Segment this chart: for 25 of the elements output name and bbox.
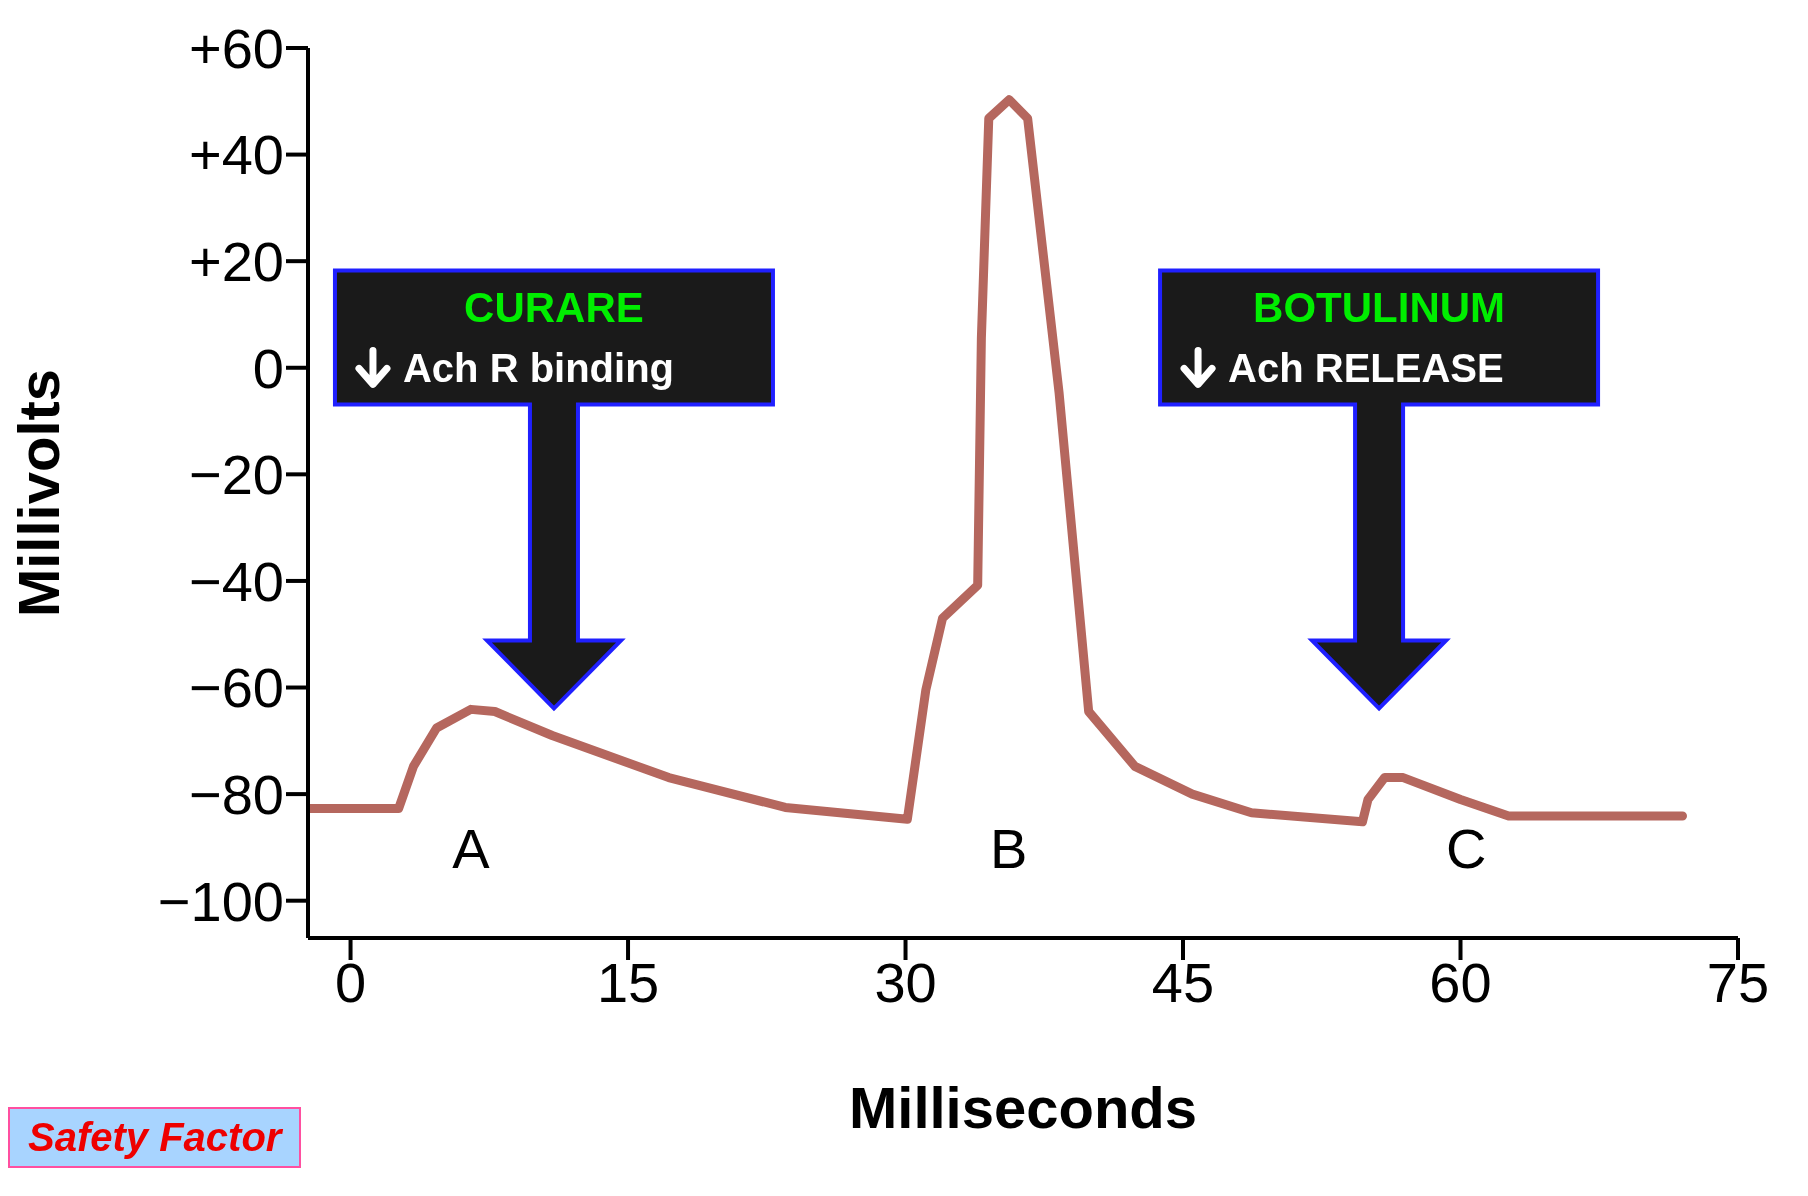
x-tick-label: 75 bbox=[1706, 950, 1770, 1014]
text: Safety Factor bbox=[8, 1107, 302, 1168]
annotation: C bbox=[1446, 817, 1487, 881]
annotation: CURARE bbox=[464, 284, 644, 332]
x-tick-label: 60 bbox=[1429, 950, 1492, 1014]
y-axis-title: Millivolts bbox=[5, 368, 71, 618]
y-tick-label: 0 bbox=[252, 336, 284, 400]
y-tick-label: +40 bbox=[189, 123, 284, 187]
x-tick-label: 15 bbox=[596, 950, 660, 1014]
annotation: BOTULINUM bbox=[1253, 284, 1506, 332]
x-axis-title: Milliseconds bbox=[848, 1075, 1198, 1140]
y-tick-label: −100 bbox=[157, 869, 284, 933]
x-tick-label: 30 bbox=[874, 950, 937, 1014]
y-tick-label: −80 bbox=[189, 762, 284, 826]
annotation: Ach R binding bbox=[402, 346, 675, 391]
y-tick-label: −60 bbox=[189, 656, 284, 720]
y-tick-label: −40 bbox=[189, 549, 284, 613]
annotation: Ach RELEASE bbox=[1228, 346, 1504, 391]
x-tick-label: 0 bbox=[334, 950, 367, 1014]
y-tick-label: +20 bbox=[189, 230, 284, 294]
y-tick-label: +60 bbox=[189, 16, 284, 80]
y-tick-label: −20 bbox=[189, 443, 284, 507]
annotation: B bbox=[990, 817, 1028, 881]
x-tick-label: 45 bbox=[1151, 950, 1215, 1014]
annotation: A bbox=[452, 817, 491, 881]
